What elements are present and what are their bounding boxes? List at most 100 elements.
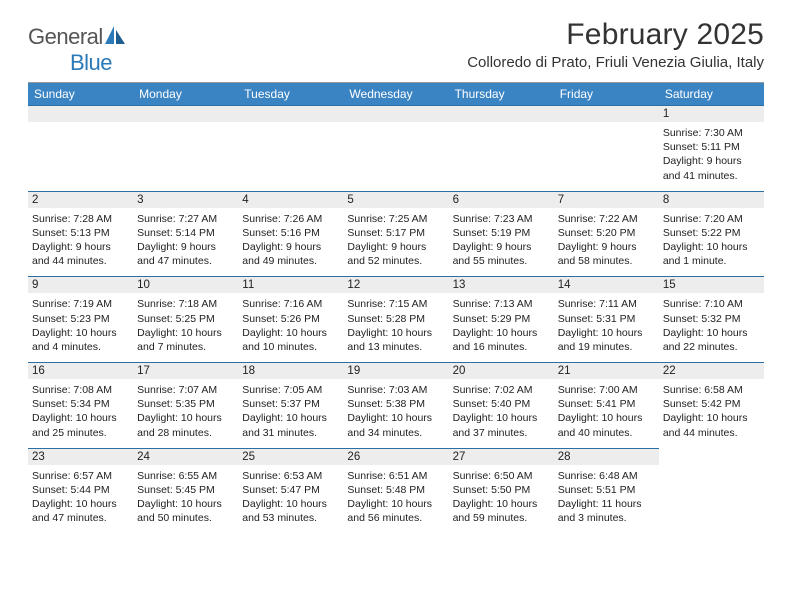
calendar-cell: 19Sunrise: 7:03 AMSunset: 5:38 PMDayligh… bbox=[343, 362, 448, 448]
day-cell: 6 Sunrise: 7:23 AMSunset: 5:19 PMDaylight… bbox=[449, 191, 554, 277]
sail-icon bbox=[105, 24, 125, 50]
day-number: 21 bbox=[554, 363, 659, 379]
day-info: Sunrise: 6:58 AMSunset: 5:42 PMDaylight:… bbox=[663, 383, 760, 440]
empty-day-strip bbox=[133, 106, 238, 122]
empty-day-strip bbox=[343, 106, 448, 122]
day-info: Sunrise: 7:20 AMSunset: 5:22 PMDaylight:… bbox=[663, 212, 760, 269]
calendar-week-row: 2Sunrise: 7:28 AMSunset: 5:13 PMDaylight… bbox=[28, 191, 764, 277]
calendar-table: SundayMondayTuesdayWednesdayThursdayFrid… bbox=[28, 83, 764, 533]
day-info: Sunrise: 7:19 AMSunset: 5:23 PMDaylight:… bbox=[32, 297, 129, 354]
day-cell: 10 Sunrise: 7:18 AMSunset: 5:25 PMDayligh… bbox=[133, 276, 238, 362]
day-number: 6 bbox=[449, 192, 554, 208]
day-cell: 15Sunrise: 7:10 AMSunset: 5:32 PMDayligh… bbox=[659, 276, 764, 362]
calendar-cell: 4 Sunrise: 7:26 AMSunset: 5:16 PMDaylight… bbox=[238, 191, 343, 277]
calendar-cell: 26 Sunrise: 6:51 AMSunset: 5:48 PMDayligh… bbox=[343, 448, 448, 534]
day-cell: 19Sunrise: 7:03 AMSunset: 5:38 PMDayligh… bbox=[343, 362, 448, 448]
day-number: 17 bbox=[133, 363, 238, 379]
day-number: 11 bbox=[238, 277, 343, 293]
day-info: Sunrise: 7:16 AMSunset: 5:26 PMDaylight:… bbox=[242, 297, 339, 354]
day-cell: 27 Sunrise: 6:50 AMSunset: 5:50 PMDayligh… bbox=[449, 448, 554, 534]
logo: GeneralBlue bbox=[28, 24, 125, 76]
calendar-cell: 13 Sunrise: 7:13 AMSunset: 5:29 PMDayligh… bbox=[449, 276, 554, 362]
calendar-cell: 2Sunrise: 7:28 AMSunset: 5:13 PMDaylight… bbox=[28, 191, 133, 277]
day-cell: 21Sunrise: 7:00 AMSunset: 5:41 PMDayligh… bbox=[554, 362, 659, 448]
calendar-cell: 6 Sunrise: 7:23 AMSunset: 5:19 PMDaylight… bbox=[449, 191, 554, 277]
day-cell: 11 Sunrise: 7:16 AMSunset: 5:26 PMDayligh… bbox=[238, 276, 343, 362]
calendar-cell: 5Sunrise: 7:25 AMSunset: 5:17 PMDaylight… bbox=[343, 191, 448, 277]
calendar-cell: 11 Sunrise: 7:16 AMSunset: 5:26 PMDayligh… bbox=[238, 276, 343, 362]
day-number: 10 bbox=[133, 277, 238, 293]
day-number: 26 bbox=[343, 449, 448, 465]
calendar-week-row: 9 Sunrise: 7:19 AMSunset: 5:23 PMDaylight… bbox=[28, 276, 764, 362]
calendar-cell: 22 Sunrise: 6:58 AMSunset: 5:42 PMDayligh… bbox=[659, 362, 764, 448]
calendar-week-row: 1 Sunrise: 7:30 AMSunset: 5:11 PMDaylight… bbox=[28, 105, 764, 191]
empty-day-strip bbox=[449, 106, 554, 122]
calendar-cell: 24 Sunrise: 6:55 AMSunset: 5:45 PMDayligh… bbox=[133, 448, 238, 534]
day-info: Sunrise: 6:53 AMSunset: 5:47 PMDaylight:… bbox=[242, 469, 339, 526]
day-number: 3 bbox=[133, 192, 238, 208]
title-block: February 2025 Colloredo di Prato, Friuli… bbox=[467, 18, 764, 71]
day-cell: 18Sunrise: 7:05 AMSunset: 5:37 PMDayligh… bbox=[238, 362, 343, 448]
day-info: Sunrise: 6:51 AMSunset: 5:48 PMDaylight:… bbox=[347, 469, 444, 526]
day-info: Sunrise: 7:26 AMSunset: 5:16 PMDaylight:… bbox=[242, 212, 339, 269]
day-info: Sunrise: 7:25 AMSunset: 5:17 PMDaylight:… bbox=[347, 212, 444, 269]
day-number: 7 bbox=[554, 192, 659, 208]
calendar-cell: 8 Sunrise: 7:20 AMSunset: 5:22 PMDaylight… bbox=[659, 191, 764, 277]
weekday-header: Thursday bbox=[449, 83, 554, 105]
day-cell: 25 Sunrise: 6:53 AMSunset: 5:47 PMDayligh… bbox=[238, 448, 343, 534]
day-info: Sunrise: 7:27 AMSunset: 5:14 PMDaylight:… bbox=[137, 212, 234, 269]
day-info: Sunrise: 7:03 AMSunset: 5:38 PMDaylight:… bbox=[347, 383, 444, 440]
logo-text: GeneralBlue bbox=[28, 24, 125, 76]
calendar-cell: 10 Sunrise: 7:18 AMSunset: 5:25 PMDayligh… bbox=[133, 276, 238, 362]
day-cell: 1 Sunrise: 7:30 AMSunset: 5:11 PMDaylight… bbox=[659, 105, 764, 191]
day-info: Sunrise: 7:15 AMSunset: 5:28 PMDaylight:… bbox=[347, 297, 444, 354]
calendar-cell: 7Sunrise: 7:22 AMSunset: 5:20 PMDaylight… bbox=[554, 191, 659, 277]
day-number: 23 bbox=[28, 449, 133, 465]
calendar-cell: 14Sunrise: 7:11 AMSunset: 5:31 PMDayligh… bbox=[554, 276, 659, 362]
day-number: 22 bbox=[659, 363, 764, 379]
day-cell: 12 Sunrise: 7:15 AMSunset: 5:28 PMDayligh… bbox=[343, 276, 448, 362]
page-title: February 2025 bbox=[467, 18, 764, 52]
weekday-header: Sunday bbox=[28, 83, 133, 105]
calendar-cell bbox=[554, 105, 659, 191]
day-cell: 3 Sunrise: 7:27 AMSunset: 5:14 PMDaylight… bbox=[133, 191, 238, 277]
calendar-cell bbox=[659, 448, 764, 534]
day-number: 9 bbox=[28, 277, 133, 293]
calendar-cell bbox=[238, 105, 343, 191]
day-cell: 16Sunrise: 7:08 AMSunset: 5:34 PMDayligh… bbox=[28, 362, 133, 448]
calendar-cell bbox=[133, 105, 238, 191]
calendar-page: GeneralBlue February 2025 Colloredo di P… bbox=[0, 0, 792, 543]
calendar-cell: 3 Sunrise: 7:27 AMSunset: 5:14 PMDaylight… bbox=[133, 191, 238, 277]
day-cell: 9 Sunrise: 7:19 AMSunset: 5:23 PMDaylight… bbox=[28, 276, 133, 362]
day-number: 1 bbox=[659, 106, 764, 122]
day-cell: 23Sunrise: 6:57 AMSunset: 5:44 PMDayligh… bbox=[28, 448, 133, 534]
calendar-week-row: 23Sunrise: 6:57 AMSunset: 5:44 PMDayligh… bbox=[28, 448, 764, 534]
day-number: 12 bbox=[343, 277, 448, 293]
day-number: 16 bbox=[28, 363, 133, 379]
calendar-cell: 17Sunrise: 7:07 AMSunset: 5:35 PMDayligh… bbox=[133, 362, 238, 448]
day-number: 27 bbox=[449, 449, 554, 465]
day-number: 8 bbox=[659, 192, 764, 208]
day-number: 2 bbox=[28, 192, 133, 208]
weekday-header: Monday bbox=[133, 83, 238, 105]
day-cell: 24 Sunrise: 6:55 AMSunset: 5:45 PMDayligh… bbox=[133, 448, 238, 534]
day-info: Sunrise: 7:13 AMSunset: 5:29 PMDaylight:… bbox=[453, 297, 550, 354]
day-info: Sunrise: 6:50 AMSunset: 5:50 PMDaylight:… bbox=[453, 469, 550, 526]
day-number: 18 bbox=[238, 363, 343, 379]
calendar-week-row: 16Sunrise: 7:08 AMSunset: 5:34 PMDayligh… bbox=[28, 362, 764, 448]
day-number: 24 bbox=[133, 449, 238, 465]
day-cell: 22 Sunrise: 6:58 AMSunset: 5:42 PMDayligh… bbox=[659, 362, 764, 448]
day-number: 13 bbox=[449, 277, 554, 293]
day-cell: 4 Sunrise: 7:26 AMSunset: 5:16 PMDaylight… bbox=[238, 191, 343, 277]
calendar-cell bbox=[449, 105, 554, 191]
weekday-header: Wednesday bbox=[343, 83, 448, 105]
location-text: Colloredo di Prato, Friuli Venezia Giuli… bbox=[467, 54, 764, 71]
day-number: 4 bbox=[238, 192, 343, 208]
day-info: Sunrise: 6:55 AMSunset: 5:45 PMDaylight:… bbox=[137, 469, 234, 526]
day-info: Sunrise: 7:18 AMSunset: 5:25 PMDaylight:… bbox=[137, 297, 234, 354]
calendar-cell: 23Sunrise: 6:57 AMSunset: 5:44 PMDayligh… bbox=[28, 448, 133, 534]
day-info: Sunrise: 7:10 AMSunset: 5:32 PMDaylight:… bbox=[663, 297, 760, 354]
day-info: Sunrise: 7:23 AMSunset: 5:19 PMDaylight:… bbox=[453, 212, 550, 269]
day-info: Sunrise: 7:30 AMSunset: 5:11 PMDaylight:… bbox=[663, 126, 760, 183]
day-number: 25 bbox=[238, 449, 343, 465]
